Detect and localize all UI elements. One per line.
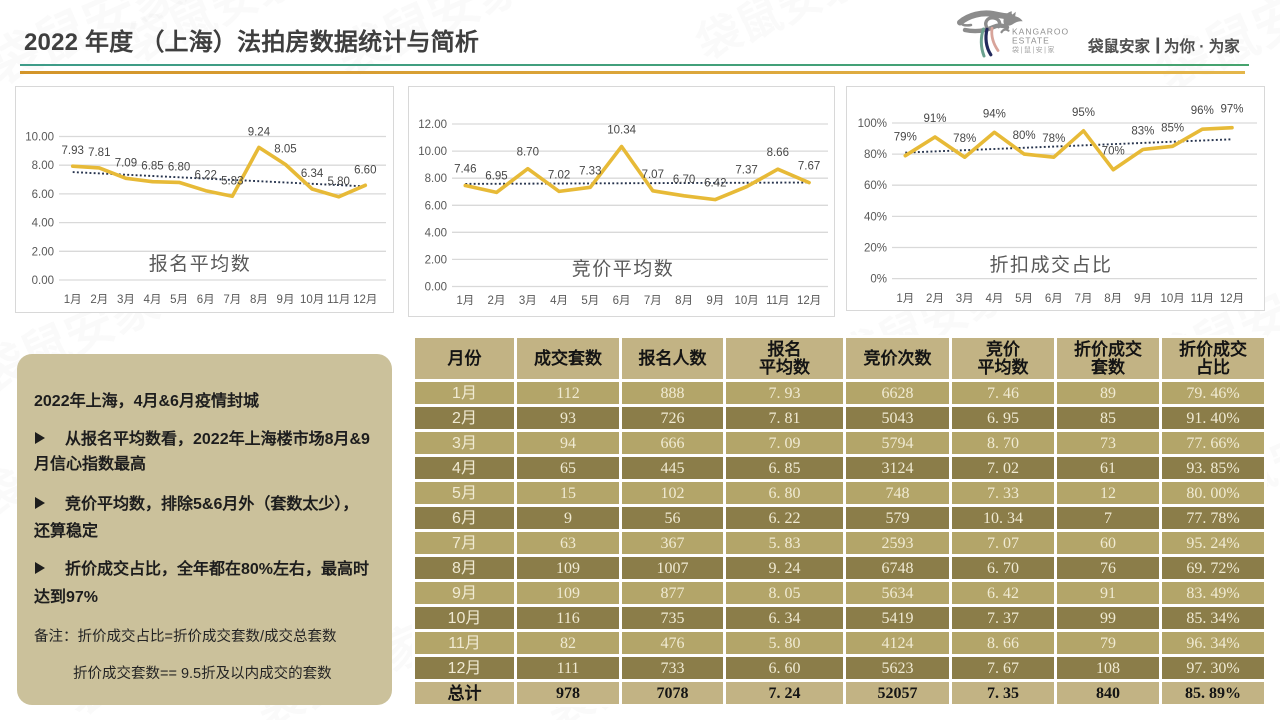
svg-text:60%: 60% [864,180,887,192]
svg-text:8.00: 8.00 [425,173,447,185]
svg-text:报名平均数: 报名平均数 [149,253,252,275]
svg-text:7.09: 7.09 [115,157,137,169]
svg-text:11月: 11月 [1191,293,1214,305]
svg-text:12月: 12月 [797,295,821,307]
svg-text:7.02: 7.02 [548,169,570,181]
svg-text:4.00: 4.00 [32,218,54,230]
svg-text:2.00: 2.00 [32,246,54,258]
svg-text:6.70: 6.70 [673,174,695,186]
svg-text:20%: 20% [864,243,887,255]
svg-text:79%: 79% [894,132,917,144]
svg-text:10.00: 10.00 [25,132,54,144]
svg-text:7.07: 7.07 [642,169,664,181]
svg-text:2月: 2月 [926,293,944,305]
svg-text:1月: 1月 [456,295,474,307]
svg-text:8.05: 8.05 [274,144,296,156]
svg-text:12.00: 12.00 [418,119,447,131]
svg-text:91%: 91% [923,113,946,125]
svg-text:KANGAROO: KANGAROO [1012,27,1069,37]
svg-text:7月: 7月 [644,295,662,307]
svg-text:竞价平均数: 竞价平均数 [572,258,675,280]
svg-text:96%: 96% [1191,105,1214,117]
svg-text:1月: 1月 [896,293,914,305]
svg-text:11月: 11月 [766,295,789,307]
svg-text:2.00: 2.00 [425,254,447,266]
svg-text:4.00: 4.00 [425,227,447,239]
svg-text:2月: 2月 [90,294,108,306]
svg-text:10月: 10月 [300,294,324,306]
svg-text:10月: 10月 [1160,293,1184,305]
svg-text:8月: 8月 [1104,293,1122,305]
svg-text:3月: 3月 [956,293,974,305]
svg-text:12月: 12月 [1220,293,1244,305]
svg-text:7.93: 7.93 [62,145,84,157]
svg-text:8.70: 8.70 [517,147,539,159]
svg-text:85%: 85% [1161,122,1184,134]
svg-text:0.00: 0.00 [425,282,447,294]
svg-text:袋鼠安家: 袋鼠安家 [1087,37,1151,56]
svg-text:7.81: 7.81 [88,147,110,159]
svg-text:9月: 9月 [1134,293,1152,305]
svg-text:袋|鼠|安|家: 袋|鼠|安|家 [1012,45,1056,54]
svg-text:6.80: 6.80 [168,161,190,173]
svg-text:7.46: 7.46 [454,164,476,176]
svg-text:8月: 8月 [675,295,693,307]
svg-text:6.00: 6.00 [425,200,447,212]
svg-text:折扣成交占比: 折扣成交占比 [989,254,1112,276]
svg-text:78%: 78% [953,133,976,145]
svg-text:3月: 3月 [117,294,135,306]
svg-text:5.83: 5.83 [221,175,243,187]
svg-text:1月: 1月 [64,294,82,306]
svg-text:4月: 4月 [985,293,1003,305]
svg-text:40%: 40% [864,211,887,223]
svg-text:7.33: 7.33 [579,165,601,177]
svg-text:6.85: 6.85 [141,161,163,173]
svg-text:3月: 3月 [519,295,537,307]
svg-text:95%: 95% [1072,107,1095,119]
svg-text:4月: 4月 [144,294,162,306]
svg-text:83%: 83% [1131,126,1154,138]
svg-text:7月: 7月 [223,294,241,306]
svg-text:70%: 70% [1102,146,1125,158]
svg-text:7.37: 7.37 [735,165,757,177]
svg-text:5月: 5月 [1015,293,1033,305]
svg-text:11月: 11月 [327,294,350,306]
svg-text:6月: 6月 [197,294,215,306]
svg-text:6.95: 6.95 [485,170,507,182]
svg-text:6月: 6月 [613,295,631,307]
svg-text:12月: 12月 [353,294,377,306]
svg-text:为你 · 为家: 为你 · 为家 [1164,37,1240,56]
svg-text:ESTATE: ESTATE [1012,36,1050,46]
svg-text:9月: 9月 [277,294,295,306]
svg-text:7月: 7月 [1075,293,1093,305]
svg-text:8月: 8月 [250,294,268,306]
svg-text:6.34: 6.34 [301,168,324,180]
svg-text:10.00: 10.00 [418,146,447,158]
svg-text:7.67: 7.67 [798,161,820,173]
svg-text:9.24: 9.24 [248,126,271,138]
svg-text:94%: 94% [983,108,1006,120]
svg-text:6.00: 6.00 [32,189,54,201]
svg-text:6.42: 6.42 [704,178,726,190]
svg-text:5.80: 5.80 [328,176,350,188]
svg-text:8.00: 8.00 [32,160,54,172]
svg-text:0.00: 0.00 [32,275,54,287]
svg-text:8.66: 8.66 [767,147,789,159]
svg-text:97%: 97% [1220,104,1243,116]
svg-text:9月: 9月 [706,295,724,307]
svg-text:5月: 5月 [581,295,599,307]
svg-text:10.34: 10.34 [607,125,636,137]
svg-text:80%: 80% [864,149,887,161]
svg-text:6.22: 6.22 [195,170,217,182]
svg-text:4月: 4月 [550,295,568,307]
svg-text:6.60: 6.60 [354,164,376,176]
svg-text:100%: 100% [858,118,887,130]
svg-text:2月: 2月 [488,295,506,307]
svg-text:5月: 5月 [170,294,188,306]
svg-text:6月: 6月 [1045,293,1063,305]
svg-text:0%: 0% [870,274,887,286]
svg-text:10月: 10月 [734,295,758,307]
svg-text:78%: 78% [1042,133,1065,145]
svg-text:80%: 80% [1013,130,1036,142]
